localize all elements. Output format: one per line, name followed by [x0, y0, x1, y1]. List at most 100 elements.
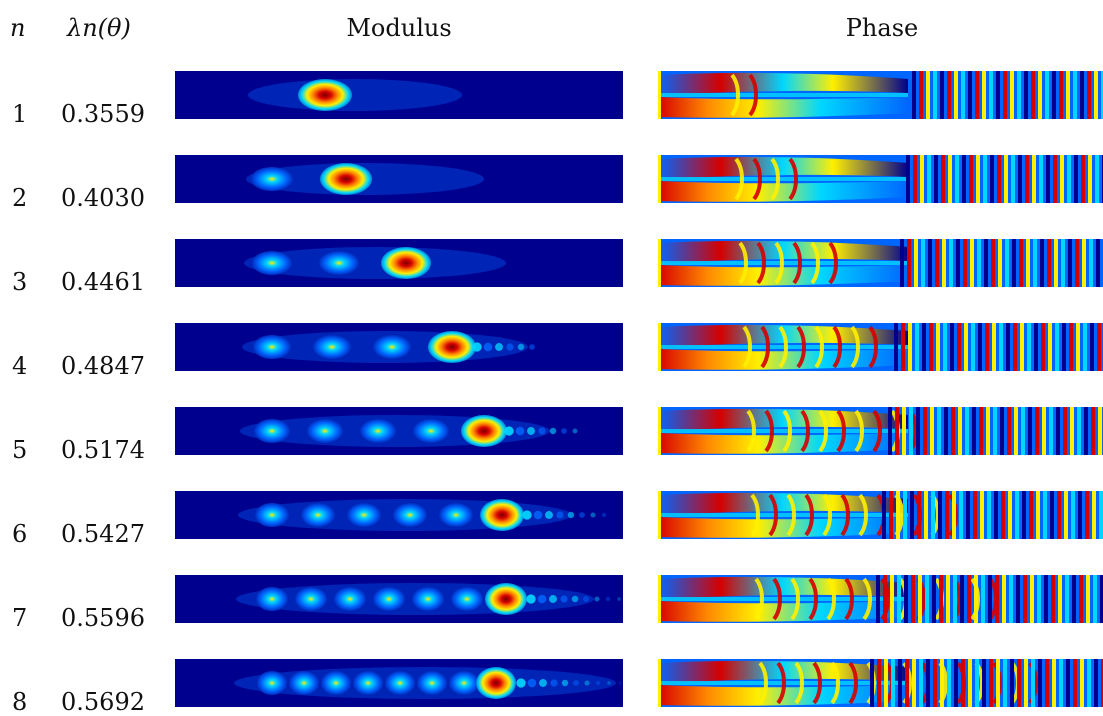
phase-stripe [912, 659, 916, 707]
modulus-tail-dot [583, 596, 589, 602]
phase-stripe [888, 407, 892, 455]
phase-stripe [1045, 71, 1049, 119]
phase-stripe [1026, 239, 1030, 287]
modulus-background [175, 407, 623, 455]
phase-stripe [911, 575, 915, 623]
phase-stripe [998, 239, 1002, 287]
phase-stripe [929, 323, 933, 371]
phase-stripe [981, 575, 985, 623]
phase-left-marker [658, 71, 661, 119]
phase-map [658, 491, 1103, 539]
modulus-tail-dot [483, 342, 493, 352]
phase-center-band [658, 429, 908, 433]
phase-stripe [1098, 407, 1102, 455]
modulus-peak-lobe [320, 163, 372, 195]
modulus-peak-lobe [480, 499, 524, 531]
row-index: 5 [12, 436, 28, 464]
modulus-lobe [353, 671, 383, 695]
phase-stripe [1083, 323, 1087, 371]
phase-stripe [1066, 71, 1070, 119]
phase-stripe [884, 659, 888, 707]
phase-stripe [965, 407, 969, 455]
modulus-lobe [373, 587, 405, 611]
phase-defect-curve [738, 241, 748, 285]
phase-stripe [956, 239, 960, 287]
phase-stripe [909, 407, 913, 455]
phase-stripe [923, 407, 927, 455]
phase-stripe [1096, 239, 1100, 287]
phase-stripe [1014, 407, 1018, 455]
phase-defect-curve [812, 661, 822, 705]
modulus-peak-lobe [428, 331, 476, 363]
phase-stripe [1052, 71, 1056, 119]
phase-stripe [994, 491, 998, 539]
phase-stripe [963, 239, 967, 287]
phase-stripe [907, 239, 911, 287]
phase-stripe [1011, 155, 1015, 203]
modulus-lobe [373, 335, 411, 359]
phase-stripe [1038, 659, 1042, 707]
modulus-lobe [417, 671, 447, 695]
modulus-lobe [449, 671, 479, 695]
phase-map [658, 71, 1103, 119]
phase-defect-curve [758, 661, 768, 705]
phase-stripe [987, 491, 991, 539]
phase-center-band [658, 597, 908, 601]
phase-stripe [986, 407, 990, 455]
phase-map [658, 575, 1103, 623]
phase-defect-curve [772, 577, 782, 621]
phase-stripe [969, 155, 973, 203]
phase-defect-curve [776, 661, 786, 705]
phase-stripe [1044, 575, 1048, 623]
modulus-peak-lobe [485, 583, 527, 615]
phase-stripe [1084, 407, 1088, 455]
modulus-lobe [334, 587, 366, 611]
phase-stripe [1005, 239, 1009, 287]
modulus-tail-dot [607, 681, 611, 685]
phase-stripe [1010, 659, 1014, 707]
modulus-lobe [252, 251, 292, 275]
phase-defect-curve [746, 409, 756, 453]
modulus-tail-dot [617, 597, 621, 601]
phase-defect-curve [770, 157, 780, 201]
modulus-tail-dot [516, 678, 526, 688]
modulus-panel [175, 155, 623, 203]
modulus-tail-dot [567, 511, 575, 519]
phase-stripe [1031, 71, 1035, 119]
phase-stripe [926, 71, 930, 119]
phase-map [658, 323, 1103, 371]
phase-stripe [924, 491, 928, 539]
phase-stripe [974, 575, 978, 623]
phase-stripe [1071, 491, 1075, 539]
header-phase: Phase [845, 14, 919, 42]
modulus-lobe [439, 503, 473, 527]
modulus-tail-dot [527, 427, 535, 435]
phase-panel [658, 659, 1103, 707]
phase-map [658, 239, 1103, 287]
modulus-tail-dot [545, 511, 553, 519]
phase-stripe [922, 323, 926, 371]
phase-stripe [915, 323, 919, 371]
phase-stripe [1090, 323, 1094, 371]
row-index: 7 [12, 604, 28, 632]
phase-defect-curve [808, 577, 818, 621]
phase-stripe [960, 575, 964, 623]
phase-stripe [1087, 659, 1091, 707]
phase-stripe [1050, 491, 1054, 539]
modulus-tail-dot [560, 595, 568, 603]
phase-defect-curve [804, 493, 814, 537]
phase-stripe [1068, 239, 1072, 287]
phase-stripe [980, 491, 984, 539]
modulus-heatmap [175, 323, 623, 371]
phase-stripe [919, 659, 923, 707]
phase-defect-curve [750, 493, 760, 537]
phase-stripe [890, 575, 894, 623]
phase-stripe [962, 155, 966, 203]
phase-stripe [1089, 239, 1093, 287]
modulus-peak-lobe [298, 79, 352, 111]
phase-stripe [972, 407, 976, 455]
phase-stripe [1003, 71, 1007, 119]
phase-stripe [984, 239, 988, 287]
phase-stripe [921, 239, 925, 287]
modulus-tail-dot [550, 679, 558, 687]
